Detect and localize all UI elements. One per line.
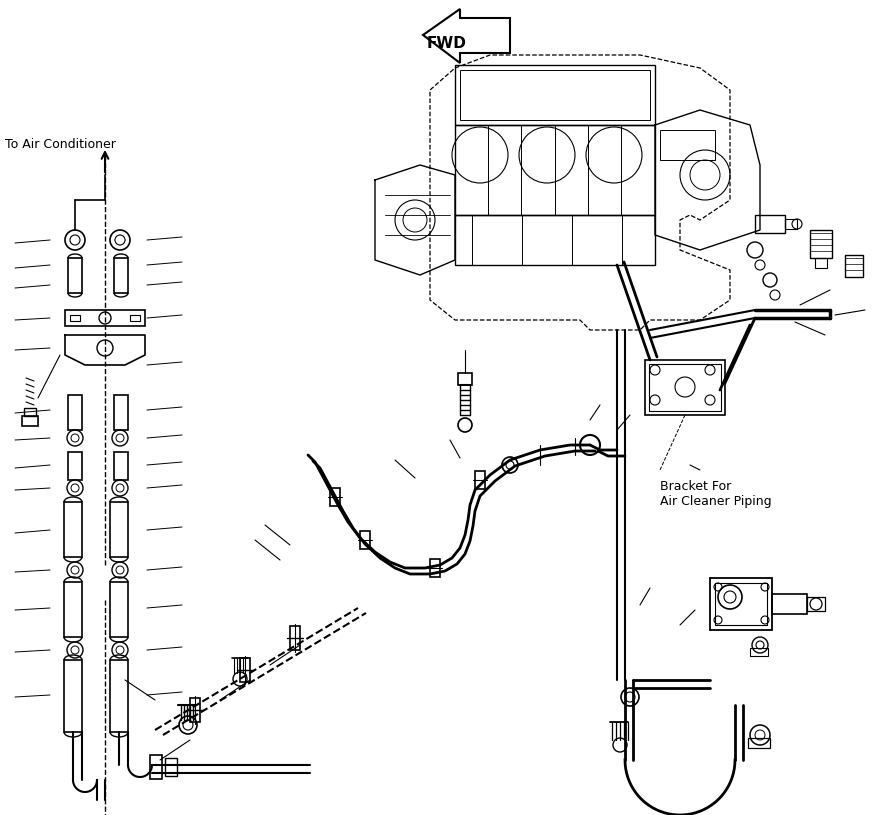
Text: To Air Conditioner: To Air Conditioner xyxy=(5,139,116,152)
Bar xyxy=(715,583,767,625)
Bar xyxy=(772,594,807,614)
Bar xyxy=(22,416,38,426)
Bar xyxy=(64,660,82,732)
Bar xyxy=(330,488,340,506)
Bar xyxy=(845,255,863,277)
Bar xyxy=(64,582,82,637)
Bar xyxy=(810,230,832,258)
Bar xyxy=(114,452,128,480)
Bar xyxy=(458,373,472,385)
Bar xyxy=(290,626,300,650)
Bar xyxy=(240,658,250,682)
Bar xyxy=(360,531,370,549)
Circle shape xyxy=(580,435,600,455)
Bar xyxy=(110,660,128,732)
Bar xyxy=(65,310,145,326)
Bar xyxy=(110,582,128,637)
Bar xyxy=(750,648,768,656)
Bar xyxy=(68,452,82,480)
Bar xyxy=(68,395,82,430)
Polygon shape xyxy=(423,9,510,63)
Bar xyxy=(68,258,82,293)
Bar xyxy=(130,315,140,321)
Bar xyxy=(815,258,827,268)
Bar xyxy=(430,559,440,577)
Bar xyxy=(165,758,177,776)
Bar xyxy=(660,130,715,160)
Bar xyxy=(748,738,770,748)
Bar xyxy=(150,755,162,779)
Bar xyxy=(110,502,128,557)
Bar xyxy=(649,364,721,411)
Bar xyxy=(24,408,36,416)
Bar xyxy=(70,315,80,321)
Bar xyxy=(114,258,128,293)
Bar xyxy=(475,471,485,489)
Bar xyxy=(755,215,785,233)
Bar xyxy=(460,70,650,120)
Bar xyxy=(807,597,825,611)
Text: FWD: FWD xyxy=(427,36,467,51)
Bar xyxy=(455,215,655,265)
Bar xyxy=(190,698,200,722)
Bar xyxy=(645,360,725,415)
Bar xyxy=(455,65,655,125)
Bar xyxy=(64,502,82,557)
Bar xyxy=(455,125,655,215)
Bar xyxy=(114,395,128,430)
Bar xyxy=(785,219,797,229)
Text: Bracket For
Air Cleaner Piping: Bracket For Air Cleaner Piping xyxy=(660,480,772,508)
Bar xyxy=(710,578,772,630)
